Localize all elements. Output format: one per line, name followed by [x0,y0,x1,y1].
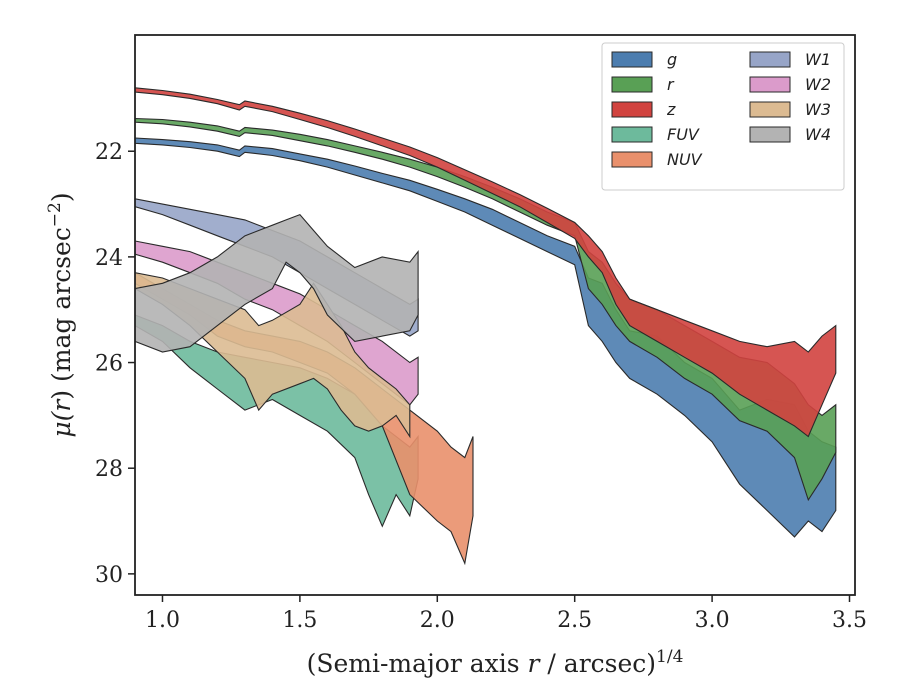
legend-swatch-fuv [611,126,653,143]
legend-swatch-z [611,101,653,118]
legend-swatch-w4 [749,126,791,143]
y-tick-label: 24 [95,246,123,271]
legend-label-w4: W4 [805,125,831,144]
y-axis-label-close: ) [47,192,76,202]
x-axis-label-rest: / arcsec) [539,649,656,678]
x-axis-label-main: (Semi-major axis [307,649,528,678]
y-axis-label: μ(r) (mag arcsec−2) [45,192,76,437]
plot-frame [134,34,856,596]
y-axis-label-mu: μ( [47,410,76,437]
legend-label-z: z [666,100,676,119]
band-g [135,137,837,538]
band-w4 [135,213,419,353]
legend-swatch-w2 [749,76,791,93]
y-axis-label-sup: −2 [45,202,65,227]
x-axis-label-var: r [528,649,542,678]
legend-swatch-w3 [749,101,791,118]
band-r [135,117,837,502]
y-tick-label: 26 [95,352,123,377]
band-z [135,87,837,438]
legend-swatch-r [611,76,653,93]
x-tick-label: 1.5 [282,608,317,633]
x-axis-label: (Semi-major axis r / arcsec)1/4 [307,647,684,678]
legend-label-g: g [667,50,677,69]
legend-label-fuv: FUV [667,125,700,144]
y-tick-label: 30 [95,563,123,588]
legend: grz FUV NUV W1 W2 W3 W4 [601,42,845,191]
legend-label-r: r [667,75,675,94]
x-tick-label: 2.5 [557,608,592,633]
x-tick-label: 1.0 [145,608,180,633]
legend-label-w1: W1 [805,50,831,69]
y-axis-label-rest: ) (mag arcsec [47,227,76,400]
x-tick-label: 3.0 [695,608,730,633]
series-layer [135,87,837,566]
legend-label-w3: W3 [805,100,831,119]
legend-swatch-nuv [611,151,653,168]
x-tick-label: 3.5 [832,608,867,633]
legend-label-w2: W2 [805,75,831,94]
x-axis-label-sup: 1/4 [656,647,683,667]
x-tick-label: 2.0 [420,608,455,633]
legend-label-nuv: NUV [667,150,703,169]
y-tick-label: 28 [95,457,123,482]
ticks-layer: 1.0 1.5 2.0 2.5 3.0 3.5 22 24 26 28 30 [95,140,867,633]
legend-swatch-g [611,51,653,68]
y-tick-label: 22 [95,140,123,165]
legend-swatch-w1 [749,51,791,68]
y-axis-label-var: r [47,398,76,412]
